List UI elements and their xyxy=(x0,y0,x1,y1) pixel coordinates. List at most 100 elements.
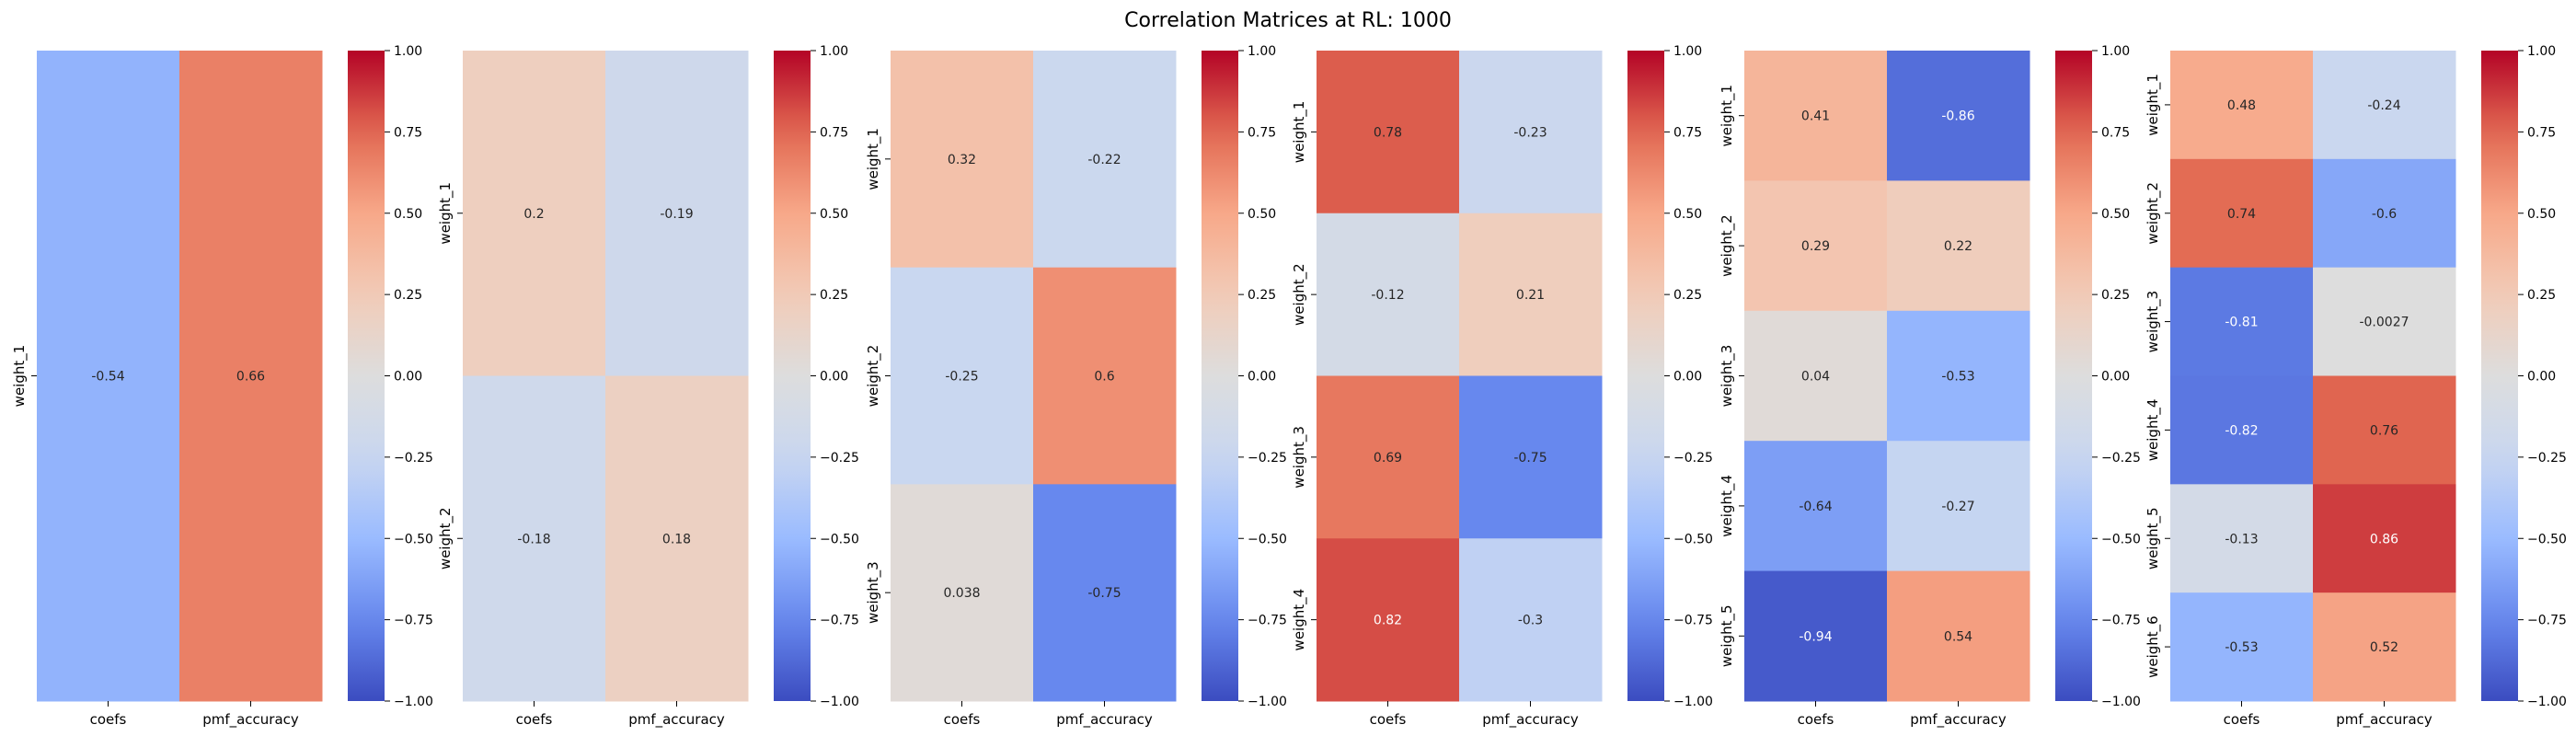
colorbar xyxy=(348,51,385,701)
colorbar-tick-label: 0.25 xyxy=(2101,288,2130,303)
colorbar-tick-label: −0.50 xyxy=(1673,532,1713,546)
colorbar-tick-label: 0.25 xyxy=(1673,288,1702,303)
y-tick-label: weight_3 xyxy=(865,561,882,624)
colorbar-tick-label: −0.50 xyxy=(394,532,433,546)
heatmap-cell xyxy=(891,51,1034,269)
heatmap-cell xyxy=(1744,570,1888,702)
heatmap-cell xyxy=(1887,570,2030,702)
colorbar-tick-label: −0.75 xyxy=(394,614,433,628)
cell-annotation: 0.69 xyxy=(1374,451,1402,466)
heatmap-cell xyxy=(2313,267,2456,376)
y-tick-label: weight_2 xyxy=(1291,263,1308,326)
cell-annotation: 0.66 xyxy=(236,370,265,385)
heatmap-cell xyxy=(2170,158,2314,269)
colorbar-tick-label: 0.00 xyxy=(2527,370,2556,385)
colorbar-tick-label: −0.50 xyxy=(2101,532,2141,546)
heatmap-cell xyxy=(891,484,1034,702)
cell-annotation: 0.86 xyxy=(2370,532,2398,546)
heatmap-cell xyxy=(2313,51,2456,160)
heatmap-cell xyxy=(1887,310,2030,442)
heatmap-cell xyxy=(2313,158,2456,269)
heatmap-cell xyxy=(2170,592,2314,702)
heatmap-cell xyxy=(891,267,1034,485)
colorbar-tick-label: 1.00 xyxy=(2527,44,2556,59)
y-tick-label: weight_1 xyxy=(1719,85,1736,147)
y-tick-label: weight_4 xyxy=(1291,589,1308,651)
colorbar xyxy=(2055,51,2092,701)
cell-annotation: -0.3 xyxy=(1518,614,1543,628)
heatmap-cell xyxy=(1744,51,1888,181)
x-tick-label: pmf_accuracy xyxy=(1056,711,1153,729)
y-tick-label: weight_1 xyxy=(437,182,454,245)
y-tick-label: weight_1 xyxy=(2145,74,2162,136)
colorbar-tick-label: −0.25 xyxy=(2101,451,2141,466)
heatmap-cell xyxy=(1317,538,1460,702)
cell-annotation: -0.94 xyxy=(1799,629,1832,644)
heatmap-cell xyxy=(1317,51,1460,214)
colorbar-tick-label: −0.25 xyxy=(394,451,433,466)
cell-annotation: 0.32 xyxy=(948,153,976,167)
y-tick-label: weight_5 xyxy=(1719,604,1736,667)
cell-annotation: -0.13 xyxy=(2225,532,2258,546)
cell-annotation: 0.22 xyxy=(1944,239,1972,254)
colorbar-tick-label: −0.75 xyxy=(1673,614,1713,628)
heatmap-cell xyxy=(2170,267,2314,376)
cell-annotation: 0.04 xyxy=(1801,370,1830,385)
colorbar-tick-label: −0.25 xyxy=(2527,451,2567,466)
colorbar-tick-label: −0.75 xyxy=(2527,614,2567,628)
cell-annotation: -0.6 xyxy=(2372,207,2397,222)
colorbar xyxy=(774,51,811,701)
y-tick-label: weight_1 xyxy=(865,128,882,190)
cell-annotation: -0.12 xyxy=(1371,288,1404,303)
colorbar-tick-label: 0.00 xyxy=(394,370,422,385)
x-tick-label: pmf_accuracy xyxy=(628,711,725,729)
colorbar-tick-label: 1.00 xyxy=(2101,44,2130,59)
cell-annotation: -0.18 xyxy=(517,532,550,546)
colorbar-tick-label: −0.25 xyxy=(1673,451,1713,466)
heatmap-cell xyxy=(1459,538,1603,702)
colorbar-tick-label: −1.00 xyxy=(1248,695,1287,709)
heatmap-cell xyxy=(1033,51,1177,269)
cell-annotation: -0.25 xyxy=(945,370,978,385)
colorbar xyxy=(1627,51,1664,701)
cell-annotation: -0.0027 xyxy=(2359,316,2409,330)
colorbar-tick-label: 1.00 xyxy=(1248,44,1276,59)
x-tick-label: coefs xyxy=(944,711,981,728)
colorbar-tick-label: −0.50 xyxy=(1248,532,1287,546)
heatmap-panel-1: -0.54 0.66 coefs pmf_accuracy weight_1 1.00 0.… xyxy=(11,44,433,729)
heatmap-cell xyxy=(2170,51,2314,160)
colorbar-tick-label: 0.25 xyxy=(1248,288,1276,303)
x-tick-label: pmf_accuracy xyxy=(1482,711,1579,729)
colorbar-tick-label: −0.75 xyxy=(820,614,859,628)
cell-annotation: 0.78 xyxy=(1374,125,1402,140)
heatmap-panel-3: 0.32 -0.22 -0.25 0.6 0.038 -0.75 coefs pmf_accu… xyxy=(865,44,1287,729)
figure-title: Correlation Matrices at RL: 1000 xyxy=(1124,9,1452,32)
colorbar-tick-label: 0.50 xyxy=(394,207,422,222)
x-tick-label: coefs xyxy=(2224,711,2260,728)
heatmap-cell xyxy=(37,51,180,702)
y-tick-label: weight_3 xyxy=(2145,291,2162,353)
x-tick-label: pmf_accuracy xyxy=(2336,711,2432,729)
colorbar-tick-label: 1.00 xyxy=(820,44,848,59)
y-tick-label: weight_2 xyxy=(2145,182,2162,245)
cell-annotation: -0.22 xyxy=(1087,153,1121,167)
cell-annotation: -0.81 xyxy=(2225,316,2258,330)
cell-annotation: 0.48 xyxy=(2227,98,2256,113)
heatmap-cell xyxy=(1033,267,1177,485)
colorbar-tick-label: 0.75 xyxy=(2527,125,2556,140)
colorbar-tick-label: 0.00 xyxy=(1248,370,1276,385)
heatmap-cell xyxy=(1887,180,2030,312)
x-tick-label: coefs xyxy=(516,711,553,728)
colorbar-tick-label: 0.50 xyxy=(1673,207,1702,222)
x-tick-label: pmf_accuracy xyxy=(202,711,299,729)
heatmap-cell xyxy=(605,375,749,702)
heatmap-cell xyxy=(1317,375,1460,539)
heatmap-cell xyxy=(463,375,606,702)
heatmap-panel-4: 0.78 -0.23 -0.12 0.21 0.69 -0.75 0.82 -0.3 coefs… xyxy=(1291,44,1713,729)
heatmap-cell xyxy=(605,51,749,376)
cell-annotation: 0.2 xyxy=(523,207,544,222)
y-tick-label: weight_2 xyxy=(1719,214,1736,277)
heatmap-cell xyxy=(1744,310,1888,442)
cell-annotation: -0.82 xyxy=(2225,423,2258,438)
heatmap-cell xyxy=(1887,441,2030,572)
